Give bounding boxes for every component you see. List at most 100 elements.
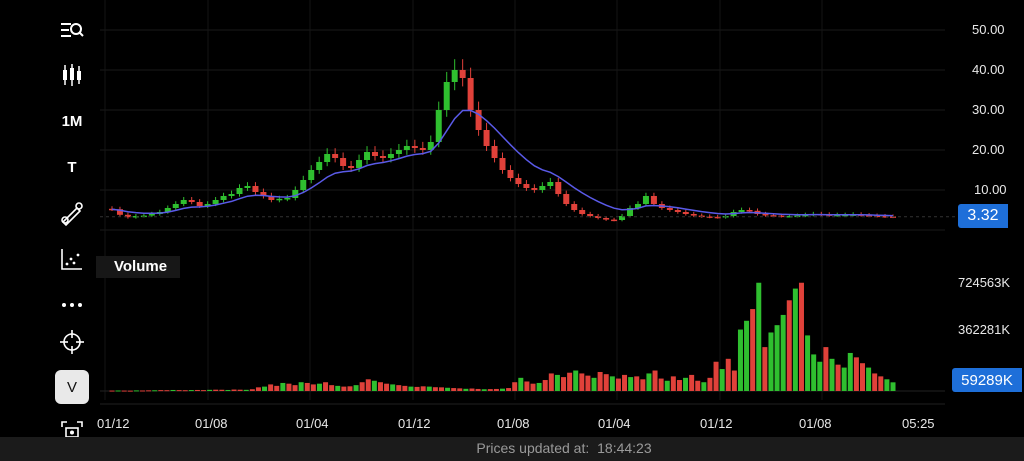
candle-body xyxy=(284,198,291,200)
candle-body xyxy=(116,209,123,215)
volume-bar xyxy=(463,388,469,391)
volume-bar xyxy=(536,382,542,391)
indicators-button[interactable] xyxy=(55,242,89,276)
volume-bar xyxy=(609,376,615,391)
candle-body xyxy=(467,78,474,110)
volume-bar xyxy=(884,379,890,391)
chart-type-button[interactable] xyxy=(55,58,89,92)
moving-average-line xyxy=(111,109,894,217)
volume-bar xyxy=(500,388,505,391)
volume-bar xyxy=(243,389,249,391)
volume-bar xyxy=(475,388,481,391)
candle-body xyxy=(523,184,530,188)
volume-bar xyxy=(866,367,872,391)
volume-bar xyxy=(530,383,536,391)
text-tool-button[interactable]: T xyxy=(67,158,77,176)
status-footer: Prices updated at: 18:44:23 xyxy=(0,437,1024,461)
volume-bar xyxy=(811,354,817,391)
candle-body xyxy=(340,158,347,166)
candle-body xyxy=(204,204,211,206)
volume-bar xyxy=(628,377,634,391)
volume-bar xyxy=(664,380,670,391)
volume-bar xyxy=(512,382,518,391)
candle-body xyxy=(371,152,378,156)
search-list-icon xyxy=(61,23,84,37)
candle-body xyxy=(515,178,522,184)
volume-bar xyxy=(121,390,127,392)
candle-body xyxy=(531,188,538,190)
volume-bar xyxy=(414,386,420,391)
volume-bar xyxy=(713,361,719,391)
candle-body xyxy=(427,142,434,150)
volume-bar xyxy=(426,386,432,391)
volume-bar xyxy=(579,373,585,391)
volume-bar xyxy=(249,389,255,391)
candle-body xyxy=(435,110,442,142)
current-volume-badge: 59289K xyxy=(952,368,1022,392)
candle-body xyxy=(571,204,578,210)
candle-body xyxy=(563,194,570,204)
volume-bar xyxy=(707,377,713,391)
volume-bar xyxy=(170,389,176,391)
volume-bar xyxy=(506,388,512,391)
volume-bar xyxy=(603,374,609,391)
candle-body xyxy=(579,210,586,214)
volume-bar xyxy=(133,390,139,392)
interval-button[interactable]: 1M xyxy=(61,112,83,130)
volume-bar xyxy=(213,389,219,391)
volume-bar xyxy=(701,382,707,391)
candle-body xyxy=(491,146,498,158)
volume-bar xyxy=(792,288,798,391)
more-button[interactable] xyxy=(55,288,89,322)
volume-bar xyxy=(408,386,414,391)
volume-bar xyxy=(280,382,286,391)
volume-bar xyxy=(225,389,231,391)
volume-bar xyxy=(683,377,689,391)
time-tick: 01/04 xyxy=(598,416,631,431)
time-tick: 01/08 xyxy=(497,416,530,431)
volume-bar xyxy=(237,389,243,391)
candle-body xyxy=(379,156,386,158)
volume-bar xyxy=(390,384,396,391)
candle-body xyxy=(324,154,331,162)
price-tick: 50.00 xyxy=(972,22,1005,37)
volume-bar xyxy=(817,361,823,391)
volume-bar xyxy=(725,358,731,391)
candle-body xyxy=(555,182,562,194)
volume-bar xyxy=(774,325,780,391)
volume-bar xyxy=(859,363,865,391)
volume-bar xyxy=(182,390,188,392)
volume-bar xyxy=(420,386,426,391)
volume-bar xyxy=(841,367,847,391)
volume-bar xyxy=(469,388,475,391)
volume-bar xyxy=(341,386,347,391)
crosshair-button[interactable] xyxy=(55,325,89,359)
candle-body xyxy=(395,150,402,154)
price-tick: 30.00 xyxy=(972,102,1005,117)
volume-bar xyxy=(805,335,811,391)
search-list-button[interactable] xyxy=(55,13,89,47)
volume-bar xyxy=(298,382,304,391)
volume-bar xyxy=(286,383,292,391)
draw-tool-button[interactable] xyxy=(55,196,89,230)
volume-bar xyxy=(396,385,402,391)
volume-bar xyxy=(829,358,835,391)
volume-bar xyxy=(890,382,896,391)
indicator-icon xyxy=(61,249,82,270)
volume-bar xyxy=(695,380,701,391)
volume-bar xyxy=(384,383,390,391)
candle-body xyxy=(124,214,131,218)
candle-body xyxy=(212,200,219,204)
candle-body xyxy=(332,154,339,158)
volume-pane-title: Volume xyxy=(96,256,180,278)
volume-bar xyxy=(652,370,658,391)
volume-bar xyxy=(329,385,335,391)
candle-body xyxy=(746,210,753,212)
candle-body xyxy=(786,216,793,218)
candle-body xyxy=(770,215,777,217)
volume-bar xyxy=(823,347,829,391)
volume-bar xyxy=(719,369,725,391)
volume-toggle-button[interactable]: V xyxy=(55,370,89,404)
candle-body xyxy=(547,182,554,186)
